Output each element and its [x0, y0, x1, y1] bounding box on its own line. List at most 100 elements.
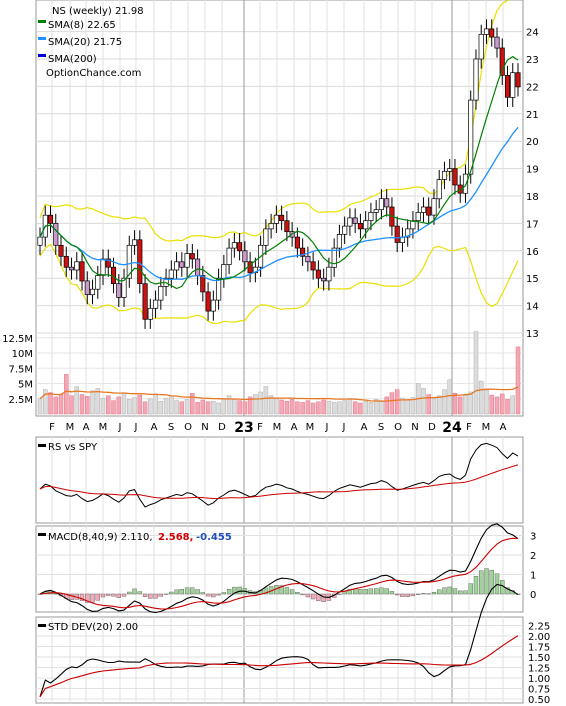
- candle-body: [126, 244, 132, 279]
- macd-swatch: [38, 533, 46, 536]
- macd-histogram-bar: [416, 593, 421, 595]
- candle-body: [394, 225, 400, 243]
- candle-body: [84, 280, 90, 295]
- macd-histogram-bar: [463, 590, 468, 595]
- volume-bar: [216, 402, 221, 415]
- price-tick-label: 19: [526, 165, 539, 176]
- candle-body: [205, 291, 211, 312]
- volume-bar: [258, 391, 263, 415]
- macd-histogram-bar: [111, 593, 116, 597]
- volume-bar: [468, 391, 473, 415]
- price-tick-label: 21: [526, 110, 539, 121]
- candle-body: [494, 36, 500, 49]
- candle-body: [79, 261, 85, 282]
- candle-body: [37, 236, 43, 246]
- candle-body: [378, 198, 384, 211]
- macd-histogram-bar: [184, 587, 190, 595]
- macd-histogram-bar: [447, 586, 452, 595]
- macd-tick-label: 1: [530, 571, 536, 582]
- macd-signal-line: [39, 537, 519, 610]
- price-panel: [35, 0, 524, 417]
- volume-bar: [163, 397, 169, 415]
- macd-histogram-bar: [100, 593, 106, 598]
- candle-body: [336, 234, 342, 249]
- x-tick-label: N: [411, 422, 418, 433]
- price-tick-label: 17: [526, 219, 539, 230]
- volume-bar: [69, 395, 74, 415]
- macd-histogram-bar: [121, 593, 127, 597]
- candle-body: [58, 244, 64, 257]
- candle-body: [179, 261, 185, 268]
- candle-body: [263, 228, 269, 246]
- volume-bar: [478, 380, 484, 415]
- candle-body: [284, 220, 290, 233]
- sma200-swatch: [38, 54, 46, 57]
- volume-bar: [389, 392, 395, 415]
- x-tick-label: J: [342, 422, 346, 433]
- volume-bar: [53, 396, 59, 415]
- candle-body: [468, 99, 474, 175]
- volume-bar: [247, 396, 253, 415]
- candle-body: [478, 33, 484, 60]
- volume-bar: [494, 396, 500, 415]
- macd-histogram-bar: [85, 593, 90, 603]
- volume-bar: [211, 400, 216, 415]
- x-tick-label: M: [99, 422, 108, 433]
- stddev-tick-label: 2.00: [528, 632, 550, 643]
- macd-histogram-bar: [489, 569, 494, 595]
- macd-histogram-bar: [395, 593, 400, 596]
- candle-body: [384, 198, 390, 208]
- macd-histogram-bar: [200, 592, 206, 595]
- volume-bar: [158, 400, 164, 415]
- volume-bar: [179, 401, 185, 415]
- x-tick-label: 24: [442, 420, 462, 436]
- volume-bar: [205, 401, 211, 415]
- volume-bar: [169, 395, 174, 415]
- volume-bar: [442, 389, 447, 415]
- volume-average-line: [39, 386, 519, 402]
- volume-bar: [184, 399, 190, 415]
- volume-bar: [153, 393, 158, 415]
- candle-body: [195, 258, 201, 276]
- macd-tick-label: 3: [530, 532, 536, 543]
- candle-body: [300, 247, 306, 257]
- macd-histogram-bar: [226, 589, 232, 595]
- macd-histogram-bar: [305, 593, 311, 598]
- candle-body: [331, 247, 337, 268]
- volume-bar: [473, 331, 479, 415]
- volume-bar: [289, 399, 295, 415]
- volume-bar: [200, 399, 206, 415]
- volume-bar: [232, 399, 237, 415]
- candle-body: [95, 275, 101, 290]
- volume-bar: [85, 396, 90, 415]
- candle-body: [174, 261, 180, 271]
- rs-panel: [35, 436, 524, 524]
- macd-histogram-bar: [494, 573, 500, 595]
- macd-histogram-bar: [479, 570, 484, 595]
- candle-body: [105, 258, 111, 268]
- x-tick-label: F: [466, 422, 472, 433]
- rs-line: [39, 442, 519, 508]
- volume-bar: [368, 402, 374, 415]
- volume-bar: [342, 400, 347, 415]
- volume-bar: [90, 390, 95, 415]
- volume-bar: [48, 392, 53, 415]
- x-tick-label: F: [257, 422, 263, 433]
- candle-body: [352, 217, 358, 224]
- candle-body: [89, 288, 96, 296]
- candle-body: [321, 277, 327, 282]
- macd-histogram-bar: [279, 585, 284, 595]
- volume-bar: [106, 395, 111, 415]
- volume-bar: [253, 394, 258, 415]
- sma8-legend: SMA(8) 22.65: [48, 20, 116, 31]
- x-tick-label: D: [428, 422, 436, 433]
- candle-body: [268, 223, 274, 230]
- volume-bar: [384, 396, 389, 415]
- x-tick-label: J: [325, 422, 329, 433]
- rs-label: RS vs SPY: [48, 442, 98, 453]
- symbol-label: NS (weekly) 21.98: [52, 6, 144, 17]
- candle-body: [273, 214, 279, 224]
- macd-histogram-bar: [127, 591, 132, 595]
- rs-swatch: [38, 444, 46, 447]
- volume-bar: [426, 394, 431, 415]
